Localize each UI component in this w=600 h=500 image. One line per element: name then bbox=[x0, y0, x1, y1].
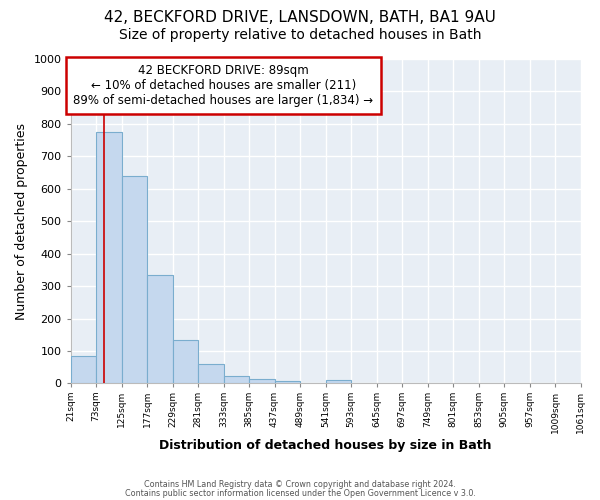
Bar bbox=[147, 275, 173, 384]
Text: 42, BECKFORD DRIVE, LANSDOWN, BATH, BA1 9AU: 42, BECKFORD DRIVE, LANSDOWN, BATH, BA1 … bbox=[104, 10, 496, 25]
Text: Size of property relative to detached houses in Bath: Size of property relative to detached ho… bbox=[119, 28, 481, 42]
Bar bbox=[224, 376, 249, 384]
Bar bbox=[71, 356, 96, 384]
Bar bbox=[122, 176, 147, 384]
Bar bbox=[275, 381, 300, 384]
Bar bbox=[173, 340, 198, 384]
X-axis label: Distribution of detached houses by size in Bath: Distribution of detached houses by size … bbox=[159, 440, 492, 452]
Text: Contains HM Land Registry data © Crown copyright and database right 2024.: Contains HM Land Registry data © Crown c… bbox=[144, 480, 456, 489]
Y-axis label: Number of detached properties: Number of detached properties bbox=[15, 122, 28, 320]
Bar bbox=[249, 378, 275, 384]
Text: 42 BECKFORD DRIVE: 89sqm
← 10% of detached houses are smaller (211)
89% of semi-: 42 BECKFORD DRIVE: 89sqm ← 10% of detach… bbox=[73, 64, 374, 107]
Bar bbox=[198, 364, 224, 384]
Text: Contains public sector information licensed under the Open Government Licence v : Contains public sector information licen… bbox=[125, 489, 475, 498]
Bar bbox=[326, 380, 351, 384]
Bar bbox=[96, 132, 122, 384]
